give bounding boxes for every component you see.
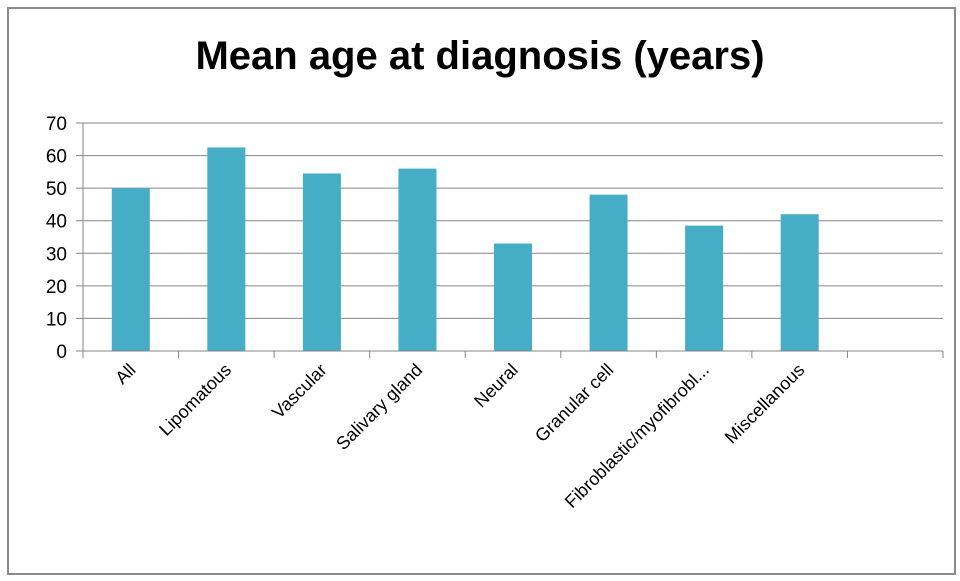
x-tick-label: Lipomatous: [155, 360, 235, 440]
chart-title: Mean age at diagnosis (years): [195, 34, 765, 78]
x-tick-label: All: [111, 360, 139, 388]
y-tick-label-30: 30: [46, 244, 67, 265]
axes: [76, 122, 944, 358]
y-tick-label-10: 10: [46, 309, 67, 330]
bar-miscellanous: [780, 214, 819, 351]
y-tick-label-60: 60: [46, 147, 67, 168]
x-tick-label: Salivary gland: [332, 360, 426, 454]
y-tick-label-70: 70: [46, 114, 67, 135]
x-tick-label: Granular cell: [531, 360, 617, 446]
x-tick-label: Neural: [470, 360, 522, 412]
bar-fibroblastic-myofibrobl: [685, 225, 724, 351]
bar-vascular: [302, 173, 341, 351]
bar-lipomatous: [207, 147, 246, 351]
x-tick-label: Miscellanous: [721, 360, 809, 448]
x-tick-label: Vascular: [268, 360, 331, 423]
y-tick-label-20: 20: [46, 277, 67, 298]
bar-granular-cell: [589, 194, 628, 351]
bar-neural: [494, 243, 532, 351]
y-tick-label-40: 40: [46, 212, 67, 233]
bar-salivary-gland: [398, 168, 437, 351]
bars: [111, 147, 819, 351]
y-tick-label-50: 50: [46, 179, 67, 200]
bar-all: [111, 188, 150, 351]
y-tick-label-0: 0: [56, 342, 67, 363]
